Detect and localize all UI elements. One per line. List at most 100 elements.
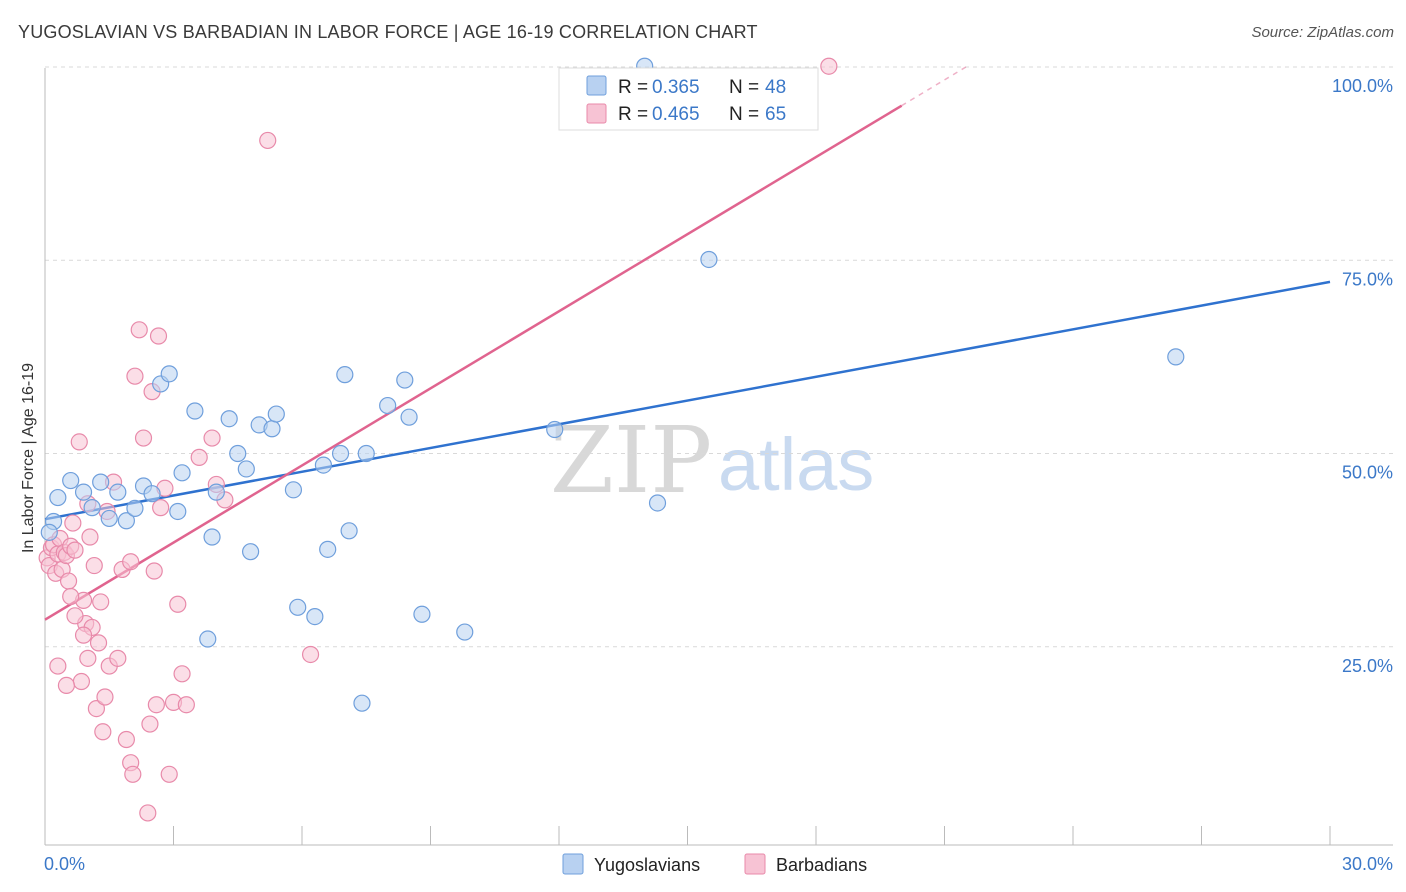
legend-r-value-1: 0.365 xyxy=(652,77,700,98)
x-tick-min: 0.0% xyxy=(44,854,85,874)
point-barbadians xyxy=(72,672,91,691)
y-tick-labels: 100.0% 75.0% 50.0% 25.0% xyxy=(1332,76,1393,676)
point-yugoslavians xyxy=(74,483,93,501)
point-yugoslavians xyxy=(331,444,350,463)
point-yugoslavians xyxy=(700,250,718,269)
point-barbadians xyxy=(301,645,320,664)
point-yugoslavians xyxy=(173,464,191,482)
bottom-legend-barbadians: Barbadians xyxy=(776,855,867,875)
point-barbadians xyxy=(190,448,208,466)
gridlines xyxy=(45,66,1393,648)
legend-n-label-2: N = xyxy=(729,104,759,125)
point-yugoslavians xyxy=(289,598,307,616)
point-barbadians xyxy=(117,730,135,749)
point-yugoslavians xyxy=(237,460,255,478)
bottom-legend-yugoslavians: Yugoslavians xyxy=(594,855,700,875)
trend-line-barbadians-extension xyxy=(901,66,967,107)
point-barbadians xyxy=(109,649,127,667)
point-barbadians xyxy=(122,553,140,571)
point-yugoslavians xyxy=(306,608,324,626)
point-yugoslavians xyxy=(336,366,354,384)
x-tick-max: 30.0% xyxy=(1342,854,1393,874)
point-yugoslavians xyxy=(117,512,135,530)
point-yugoslavians xyxy=(357,444,375,463)
point-yugoslavians xyxy=(160,365,178,383)
point-barbadians xyxy=(145,562,163,580)
legend-n-label-1: N = xyxy=(729,77,759,98)
watermark-atlas: atlas xyxy=(718,423,874,506)
bottom-legend: Yugoslavians Barbadians xyxy=(562,853,867,875)
point-barbadians xyxy=(124,765,142,783)
point-yugoslavians xyxy=(648,494,667,512)
point-barbadians xyxy=(94,723,112,741)
point-yugoslavians xyxy=(62,471,80,490)
point-barbadians xyxy=(126,367,144,385)
point-yugoslavians xyxy=(400,408,418,426)
trend-line-barbadians xyxy=(44,104,903,621)
point-yugoslavians xyxy=(40,523,58,541)
point-barbadians xyxy=(130,321,148,339)
point-barbadians xyxy=(141,715,159,733)
point-barbadians xyxy=(96,688,114,706)
point-barbadians xyxy=(85,556,103,575)
point-yugoslavians xyxy=(220,410,238,428)
point-barbadians xyxy=(177,696,195,714)
chart-title: YUGOSLAVIAN VS BARBADIAN IN LABOR FORCE … xyxy=(18,22,758,42)
point-barbadians xyxy=(152,499,170,517)
point-yugoslavians xyxy=(267,405,285,423)
point-yugoslavians xyxy=(314,456,333,474)
point-yugoslavians xyxy=(49,488,67,507)
point-yugoslavians xyxy=(340,522,358,540)
point-barbadians xyxy=(169,595,187,613)
point-barbadians xyxy=(89,634,108,652)
legend-swatch-barbadians xyxy=(586,103,607,124)
point-yugoslavians xyxy=(319,540,337,558)
point-yugoslavians xyxy=(353,694,371,712)
point-yugoslavians xyxy=(109,483,127,501)
y-tick-label: 50.0% xyxy=(1342,463,1393,483)
point-barbadians xyxy=(92,593,110,611)
point-barbadians xyxy=(173,665,191,683)
bottom-legend-swatch-yugoslavians xyxy=(562,853,584,875)
point-yugoslavians xyxy=(284,481,303,499)
watermark-zip: ZIP xyxy=(550,407,712,514)
point-barbadians xyxy=(149,327,168,345)
legend-r-label-1: R = xyxy=(618,77,648,98)
legend-r-value-2: 0.465 xyxy=(652,104,700,125)
point-barbadians xyxy=(66,607,84,625)
y-tick-label: 100.0% xyxy=(1332,76,1393,96)
legend-swatch-yugoslavians xyxy=(586,75,607,96)
y-tick-label: 25.0% xyxy=(1342,656,1393,676)
legend-n-value-2: 65 xyxy=(765,104,786,125)
legend-n-value-1: 48 xyxy=(765,77,786,98)
point-yugoslavians xyxy=(186,402,204,420)
point-yugoslavians xyxy=(379,396,397,415)
point-barbadians xyxy=(66,541,84,559)
point-yugoslavians xyxy=(199,630,217,648)
axes xyxy=(44,68,1393,846)
bottom-legend-swatch-barbadians xyxy=(744,853,766,875)
point-barbadians xyxy=(147,696,165,714)
point-barbadians xyxy=(57,676,76,695)
top-legend: R = 0.365 N = 48 R = 0.465 N = 65 xyxy=(558,67,819,131)
point-yugoslavians xyxy=(143,485,161,503)
point-yugoslavians xyxy=(413,605,431,623)
data-points xyxy=(38,57,1185,822)
point-yugoslavians xyxy=(92,473,110,491)
point-barbadians xyxy=(134,429,153,447)
point-barbadians xyxy=(259,131,277,150)
legend-r-label-2: R = xyxy=(618,104,648,125)
point-yugoslavians xyxy=(207,483,225,501)
y-tick-label: 75.0% xyxy=(1342,269,1393,289)
point-yugoslavians xyxy=(546,420,564,439)
point-barbadians xyxy=(70,433,88,451)
point-yugoslavians xyxy=(1167,348,1185,366)
point-barbadians xyxy=(139,804,157,822)
y-axis-label: In Labor Force | Age 16-19 xyxy=(20,363,37,553)
point-barbadians xyxy=(49,657,67,675)
point-barbadians xyxy=(81,528,99,546)
point-barbadians xyxy=(74,626,93,644)
point-barbadians xyxy=(62,587,80,606)
point-yugoslavians xyxy=(203,528,221,546)
